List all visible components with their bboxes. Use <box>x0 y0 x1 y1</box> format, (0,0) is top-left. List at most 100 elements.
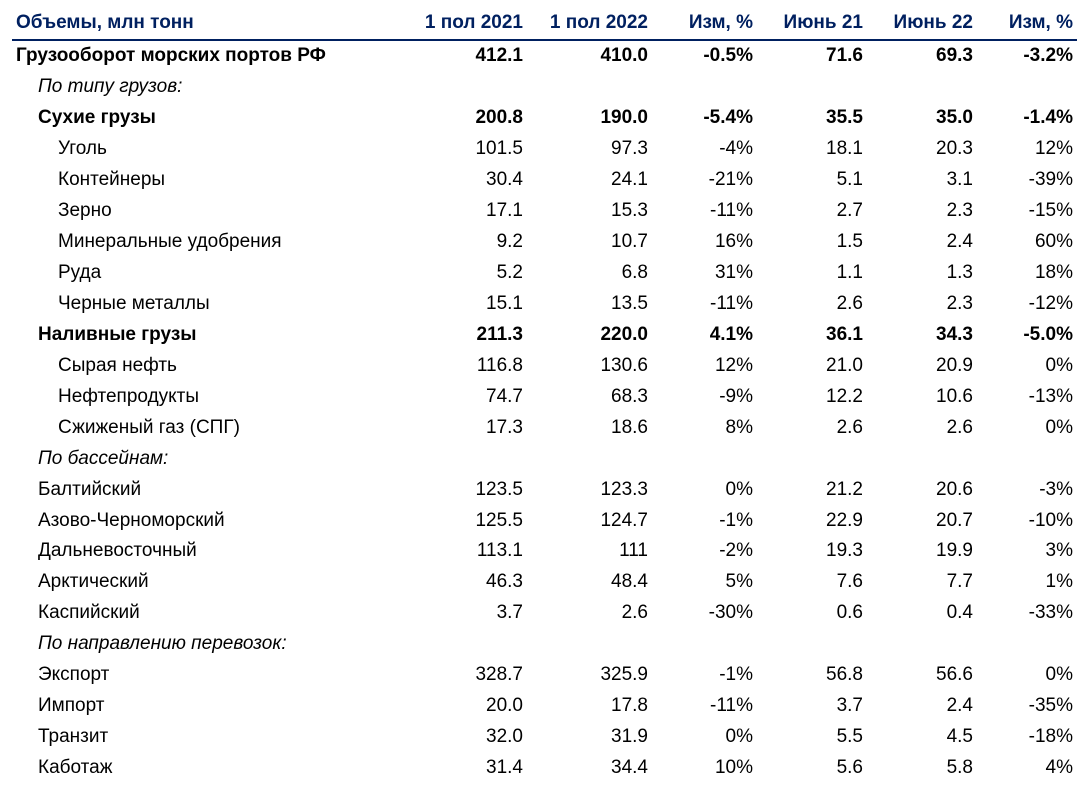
cell-chg_h: 0% <box>652 475 757 506</box>
cell-h1_2021: 211.3 <box>402 320 527 351</box>
table-row: Минеральные удобрения9.210.716%1.52.460% <box>12 227 1077 258</box>
cell-jun22: 20.3 <box>867 134 977 165</box>
row-label: Арктический <box>12 567 402 598</box>
cell-chg_h: -9% <box>652 382 757 413</box>
cell-h1_2022: 17.8 <box>527 691 652 722</box>
cell-h1_2021: 17.3 <box>402 413 527 444</box>
row-label: Черные металлы <box>12 289 402 320</box>
cell-h1_2021: 101.5 <box>402 134 527 165</box>
table-row: Сырая нефть116.8130.612%21.020.90% <box>12 351 1077 382</box>
cell-h1_2022: 18.6 <box>527 413 652 444</box>
cell-jun21: 21.0 <box>757 351 867 382</box>
cell-h1_2022 <box>527 629 652 660</box>
cell-jun22: 10.6 <box>867 382 977 413</box>
cell-jun21: 5.1 <box>757 165 867 196</box>
cell-h1_2022: 111 <box>527 536 652 567</box>
col-header-chg-j: Изм, % <box>977 8 1077 40</box>
cell-chg_j: 18% <box>977 258 1077 289</box>
cell-h1_2021: 20.0 <box>402 691 527 722</box>
table-row: Сухие грузы200.8190.0-5.4%35.535.0-1.4% <box>12 103 1077 134</box>
cell-h1_2021: 5.2 <box>402 258 527 289</box>
cell-chg_h: -11% <box>652 289 757 320</box>
table-row: Зерно17.115.3-11%2.72.3-15% <box>12 196 1077 227</box>
cell-h1_2021: 412.1 <box>402 40 527 72</box>
cell-jun21: 12.2 <box>757 382 867 413</box>
cell-h1_2021: 328.7 <box>402 660 527 691</box>
cell-h1_2021: 9.2 <box>402 227 527 258</box>
cell-jun22: 19.9 <box>867 536 977 567</box>
table-row: Контейнеры30.424.1-21%5.13.1-39% <box>12 165 1077 196</box>
cell-jun21: 22.9 <box>757 506 867 537</box>
cell-h1_2021: 123.5 <box>402 475 527 506</box>
cell-h1_2021: 31.4 <box>402 753 527 784</box>
row-label: Уголь <box>12 134 402 165</box>
cell-chg_h: 10% <box>652 753 757 784</box>
cell-h1_2022: 190.0 <box>527 103 652 134</box>
cell-h1_2022: 10.7 <box>527 227 652 258</box>
cell-jun22 <box>867 72 977 103</box>
cell-h1_2021 <box>402 444 527 475</box>
row-label: Импорт <box>12 691 402 722</box>
table-row: Балтийский123.5123.30%21.220.6-3% <box>12 475 1077 506</box>
cell-h1_2021: 200.8 <box>402 103 527 134</box>
cell-h1_2021: 46.3 <box>402 567 527 598</box>
row-label: Нефтепродукты <box>12 382 402 413</box>
cell-jun22: 35.0 <box>867 103 977 134</box>
row-label: Каботаж <box>12 753 402 784</box>
cell-h1_2022: 124.7 <box>527 506 652 537</box>
cell-jun21: 7.6 <box>757 567 867 598</box>
cell-chg_h: 4.1% <box>652 320 757 351</box>
cell-h1_2022: 31.9 <box>527 722 652 753</box>
cell-h1_2021: 116.8 <box>402 351 527 382</box>
cell-h1_2022: 68.3 <box>527 382 652 413</box>
cell-jun21: 1.5 <box>757 227 867 258</box>
cell-jun22: 2.4 <box>867 691 977 722</box>
table-row: Импорт20.017.8-11%3.72.4-35% <box>12 691 1077 722</box>
row-label: Транзит <box>12 722 402 753</box>
cell-jun22: 5.8 <box>867 753 977 784</box>
cell-chg_j: -33% <box>977 598 1077 629</box>
cell-jun22: 4.5 <box>867 722 977 753</box>
col-header-jun22: Июнь 22 <box>867 8 977 40</box>
cell-jun22: 69.3 <box>867 40 977 72</box>
cell-chg_j: -13% <box>977 382 1077 413</box>
cell-h1_2022: 410.0 <box>527 40 652 72</box>
table-row: По бассейнам: <box>12 444 1077 475</box>
cell-chg_j: -1.4% <box>977 103 1077 134</box>
cell-h1_2022: 48.4 <box>527 567 652 598</box>
cell-h1_2022: 6.8 <box>527 258 652 289</box>
cell-jun21: 18.1 <box>757 134 867 165</box>
cell-chg_h: -21% <box>652 165 757 196</box>
table-row: Транзит32.031.90%5.54.5-18% <box>12 722 1077 753</box>
cell-jun21: 2.7 <box>757 196 867 227</box>
row-label: Руда <box>12 258 402 289</box>
cell-chg_h <box>652 444 757 475</box>
cell-jun21: 56.8 <box>757 660 867 691</box>
cell-chg_j: 3% <box>977 536 1077 567</box>
cell-chg_h: 8% <box>652 413 757 444</box>
cell-chg_j: -10% <box>977 506 1077 537</box>
cell-jun22: 1.3 <box>867 258 977 289</box>
cell-jun21 <box>757 629 867 660</box>
cell-chg_h: -0.5% <box>652 40 757 72</box>
cell-h1_2022 <box>527 444 652 475</box>
table-row: Арктический46.348.45%7.67.71% <box>12 567 1077 598</box>
cell-chg_h: 5% <box>652 567 757 598</box>
cell-jun22: 20.7 <box>867 506 977 537</box>
cell-chg_h: -5.4% <box>652 103 757 134</box>
cell-jun22 <box>867 629 977 660</box>
cell-jun21 <box>757 444 867 475</box>
table-row: По направлению перевозок: <box>12 629 1077 660</box>
cell-jun21: 5.6 <box>757 753 867 784</box>
cell-chg_h: -30% <box>652 598 757 629</box>
cell-jun21: 0.6 <box>757 598 867 629</box>
cell-chg_h <box>652 72 757 103</box>
row-label: Минеральные удобрения <box>12 227 402 258</box>
cell-chg_j: 60% <box>977 227 1077 258</box>
cell-jun22: 20.6 <box>867 475 977 506</box>
cell-h1_2021: 113.1 <box>402 536 527 567</box>
cell-jun22: 2.4 <box>867 227 977 258</box>
cell-h1_2022 <box>527 72 652 103</box>
col-header-label: Объемы, млн тонн <box>12 8 402 40</box>
cell-h1_2021: 30.4 <box>402 165 527 196</box>
